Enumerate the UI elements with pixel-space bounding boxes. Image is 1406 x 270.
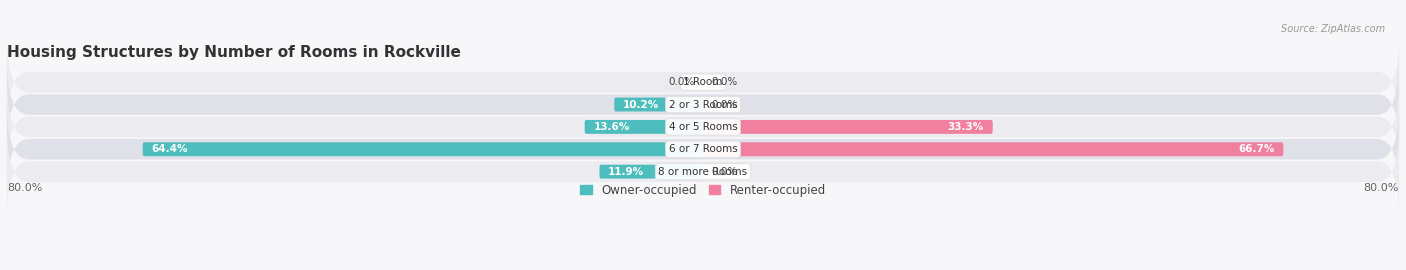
Text: 0.0%: 0.0% — [711, 167, 738, 177]
Text: 1 Room: 1 Room — [683, 77, 723, 87]
Text: 0.0%: 0.0% — [711, 100, 738, 110]
FancyBboxPatch shape — [142, 142, 703, 156]
Text: Housing Structures by Number of Rooms in Rockville: Housing Structures by Number of Rooms in… — [7, 45, 461, 60]
FancyBboxPatch shape — [7, 59, 1399, 150]
Text: 11.9%: 11.9% — [609, 167, 644, 177]
Text: 10.2%: 10.2% — [623, 100, 659, 110]
Text: 13.6%: 13.6% — [593, 122, 630, 132]
FancyBboxPatch shape — [614, 97, 703, 112]
Text: 4 or 5 Rooms: 4 or 5 Rooms — [669, 122, 737, 132]
Text: 80.0%: 80.0% — [1364, 183, 1399, 193]
Legend: Owner-occupied, Renter-occupied: Owner-occupied, Renter-occupied — [579, 184, 827, 197]
Text: 33.3%: 33.3% — [948, 122, 984, 132]
Text: 80.0%: 80.0% — [7, 183, 42, 193]
FancyBboxPatch shape — [599, 165, 703, 178]
Text: Source: ZipAtlas.com: Source: ZipAtlas.com — [1281, 24, 1385, 34]
Text: 8 or more Rooms: 8 or more Rooms — [658, 167, 748, 177]
FancyBboxPatch shape — [7, 36, 1399, 128]
FancyBboxPatch shape — [7, 126, 1399, 217]
FancyBboxPatch shape — [7, 104, 1399, 195]
Text: 64.4%: 64.4% — [152, 144, 188, 154]
Text: 0.0%: 0.0% — [711, 77, 738, 87]
FancyBboxPatch shape — [703, 142, 1284, 156]
FancyBboxPatch shape — [7, 81, 1399, 173]
Text: 2 or 3 Rooms: 2 or 3 Rooms — [669, 100, 737, 110]
Text: 66.7%: 66.7% — [1239, 144, 1275, 154]
FancyBboxPatch shape — [585, 120, 703, 134]
FancyBboxPatch shape — [703, 120, 993, 134]
Text: 0.0%: 0.0% — [668, 77, 695, 87]
Text: 6 or 7 Rooms: 6 or 7 Rooms — [669, 144, 737, 154]
